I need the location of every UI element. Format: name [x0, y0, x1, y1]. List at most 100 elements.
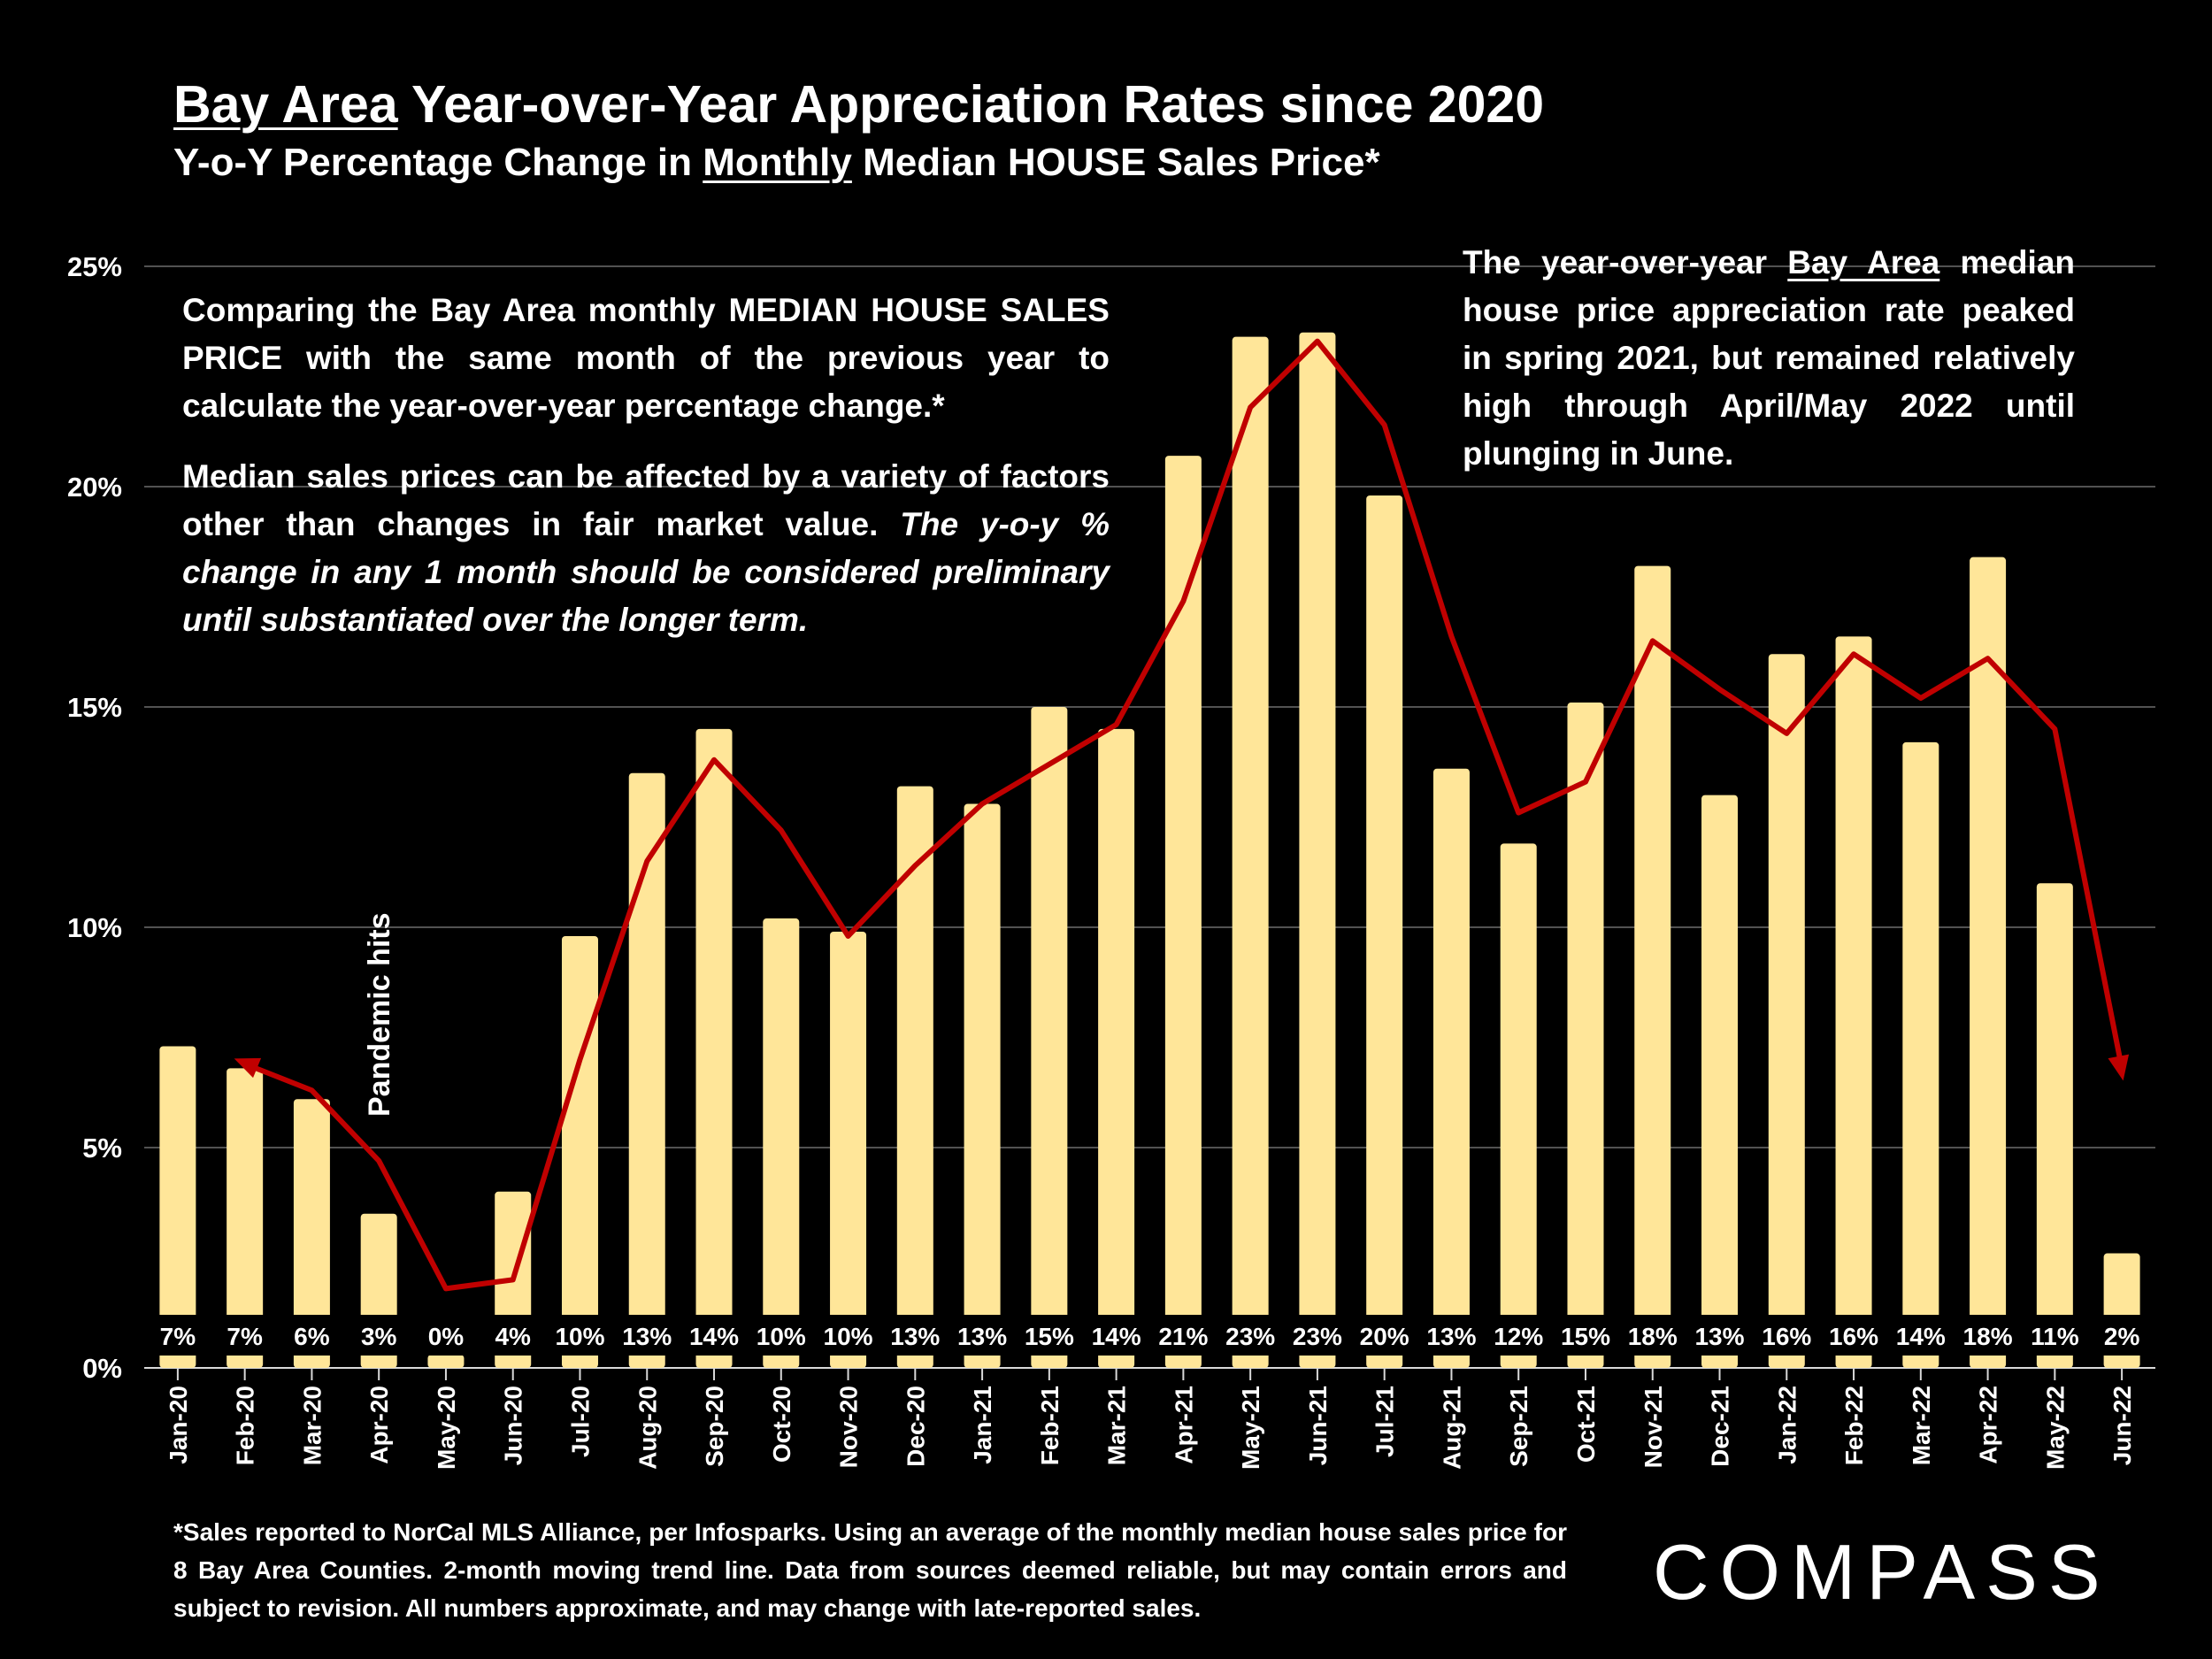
x-tick-label: Mar-22: [1908, 1386, 1935, 1465]
data-label-background: [480, 1315, 545, 1356]
data-label: 16%: [1829, 1323, 1878, 1350]
data-label: 13%: [622, 1323, 672, 1350]
x-tick-label: Apr-21: [1170, 1386, 1197, 1464]
x-tick-label: Feb-21: [1036, 1386, 1064, 1465]
x-tick-label: Feb-22: [1840, 1386, 1868, 1465]
subtitle-pre: Y-o-Y Percentage Change in: [173, 141, 703, 184]
title-rest: Year-over-Year Appreciation Rates since …: [397, 75, 1545, 134]
note-left-p2-plain: Median sales prices can be affected by a…: [182, 458, 1110, 542]
note-left-p2: Median sales prices can be affected by a…: [182, 453, 1110, 644]
annotations: Pandemic hits: [363, 912, 396, 1117]
bar: [1031, 707, 1068, 1368]
data-label-background: [682, 1315, 747, 1356]
pandemic-annotation: Pandemic hits: [363, 912, 396, 1117]
x-tick-label: Aug-21: [1438, 1386, 1465, 1470]
data-label-background: [1017, 1315, 1081, 1356]
y-tick-label: 10%: [67, 912, 122, 943]
compass-logo: COMPASS: [1653, 1528, 2111, 1616]
x-tick-label: Sep-21: [1505, 1386, 1532, 1467]
bar: [964, 803, 1001, 1368]
data-label: 14%: [1896, 1323, 1946, 1350]
data-label: 7%: [227, 1323, 263, 1350]
y-tick-label: 5%: [82, 1133, 122, 1164]
bar: [1768, 654, 1805, 1368]
y-tick-label: 15%: [67, 692, 122, 723]
bar: [227, 1068, 264, 1368]
chart-title: Bay Area Year-over-Year Appreciation Rat…: [173, 76, 1544, 134]
data-label-background: [1084, 1315, 1148, 1356]
bar: [1098, 728, 1135, 1368]
bar: [830, 931, 867, 1368]
note-right-region: Bay Area: [1787, 244, 1940, 280]
bar: [2036, 883, 2073, 1368]
trend-line-series: [234, 338, 2130, 1292]
data-label: 15%: [1025, 1323, 1074, 1350]
trend-arrowhead: [234, 1057, 262, 1079]
bar: [1701, 795, 1739, 1368]
data-label: 23%: [1225, 1323, 1275, 1350]
y-tick-label: 0%: [82, 1353, 122, 1384]
bar: [1634, 565, 1671, 1368]
note-right: The year-over-year Bay Area median house…: [1463, 239, 2075, 478]
bar: [1835, 636, 1872, 1368]
subtitle-monthly: Monthly: [703, 141, 852, 184]
x-tick-label: Jun-20: [500, 1386, 527, 1465]
data-label-background: [1755, 1315, 1819, 1356]
data-labels: 7% 7% 6% 3% 0% 4% 10% 13% 14% 10% 10% 13% 13% 15% 14% 2…: [145, 1315, 2154, 1356]
data-label-background: [1822, 1315, 1886, 1356]
data-label: 10%: [824, 1323, 873, 1350]
data-label: 20%: [1360, 1323, 1409, 1350]
x-tick-label: Jun-21: [1304, 1386, 1332, 1465]
note-left: Comparing the Bay Area monthly MEDIAN HO…: [182, 287, 1110, 644]
data-label: 14%: [689, 1323, 739, 1350]
data-label-background: [548, 1315, 612, 1356]
x-tick-label: May-21: [1237, 1386, 1264, 1470]
x-tick-label: Nov-20: [835, 1386, 863, 1468]
data-label-background: [1888, 1315, 1953, 1356]
footnote: *Sales reported to NorCal MLS Alliance, …: [173, 1518, 1567, 1622]
data-label: 13%: [890, 1323, 940, 1350]
x-tick-label: May-22: [2041, 1386, 2069, 1470]
bar: [293, 1099, 330, 1368]
bar: [1299, 332, 1336, 1369]
data-label-background: [1620, 1315, 1685, 1356]
data-label: 12%: [1494, 1323, 1543, 1350]
data-label: 21%: [1158, 1323, 1208, 1350]
x-tick-label: Jan-22: [1773, 1386, 1801, 1464]
subtitle-post: Median HOUSE Sales Price*: [851, 141, 1380, 184]
chart-subtitle: Y-o-Y Percentage Change in Monthly Media…: [173, 141, 1380, 184]
bar: [1500, 843, 1537, 1368]
x-tick-label: Mar-21: [1103, 1386, 1131, 1465]
note-left-p2-italic: The y-o-y % change in any 1 month should…: [182, 506, 1110, 638]
x-tick-label: Oct-20: [768, 1386, 795, 1463]
data-label-background: [1285, 1315, 1349, 1356]
data-label-background: [413, 1315, 478, 1356]
trend-arrowhead: [2108, 1054, 2130, 1081]
y-axis-ticks: 0% 5% 10% 15% 20% 25%: [67, 251, 122, 1384]
x-tick-label: Dec-21: [1707, 1386, 1734, 1467]
bar-series: [159, 332, 2140, 1369]
data-label: 2%: [2104, 1323, 2140, 1350]
x-tick-label: Mar-20: [298, 1386, 326, 1465]
gridlines: [144, 265, 2155, 1369]
x-tick-label: Apr-20: [365, 1386, 393, 1464]
bar: [1164, 456, 1202, 1368]
data-label-background: [347, 1315, 411, 1356]
bar: [1366, 495, 1403, 1368]
data-label: 13%: [1426, 1323, 1476, 1350]
x-tick-label: Apr-22: [1975, 1386, 2002, 1464]
x-tick-label: Feb-20: [232, 1386, 259, 1465]
data-label: 4%: [495, 1323, 531, 1350]
y-tick-label: 25%: [67, 251, 122, 282]
data-label: 23%: [1293, 1323, 1342, 1350]
data-label: 6%: [294, 1323, 330, 1350]
data-label-background: [749, 1315, 813, 1356]
bar: [1902, 741, 1939, 1368]
data-label-background: [883, 1315, 948, 1356]
bar: [1567, 703, 1604, 1368]
x-tick-label: Jan-21: [969, 1386, 996, 1464]
x-tick-label: Dec-20: [902, 1386, 929, 1467]
note-right-post: median house price appreciation rate pea…: [1463, 244, 2075, 472]
data-label: 16%: [1762, 1323, 1811, 1350]
